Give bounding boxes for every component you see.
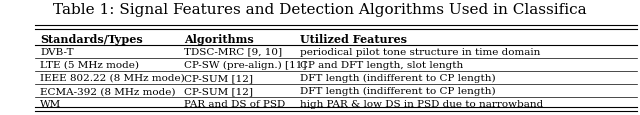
Text: Utilized Features: Utilized Features xyxy=(300,33,406,44)
Text: high PAR & low DS in PSD due to narrowband: high PAR & low DS in PSD due to narrowba… xyxy=(300,99,543,108)
Text: WM: WM xyxy=(40,99,61,108)
Text: TDSC-MRC [9, 10]: TDSC-MRC [9, 10] xyxy=(184,47,282,56)
Text: LTE (5 MHz mode): LTE (5 MHz mode) xyxy=(40,60,140,69)
Text: CP-SUM [12]: CP-SUM [12] xyxy=(184,73,253,82)
Text: Standards/Types: Standards/Types xyxy=(40,33,143,44)
Text: Algorithms: Algorithms xyxy=(184,33,254,44)
Text: IEEE 802.22 (8 MHz mode): IEEE 802.22 (8 MHz mode) xyxy=(40,73,185,82)
Text: CP-SW (pre-align.) [11]: CP-SW (pre-align.) [11] xyxy=(184,60,307,69)
Text: DFT length (indifferent to CP length): DFT length (indifferent to CP length) xyxy=(300,86,495,95)
Text: PAR and DS of PSD: PAR and DS of PSD xyxy=(184,99,285,108)
Text: DVB-T: DVB-T xyxy=(40,47,74,56)
Text: periodical pilot tone structure in time domain: periodical pilot tone structure in time … xyxy=(300,47,540,56)
Text: Table 1: Signal Features and Detection Algorithms Used in Classifica: Table 1: Signal Features and Detection A… xyxy=(53,3,587,17)
Text: ECMA-392 (8 MHz mode): ECMA-392 (8 MHz mode) xyxy=(40,86,176,95)
Text: DFT length (indifferent to CP length): DFT length (indifferent to CP length) xyxy=(300,73,495,82)
Text: CP and DFT length, slot length: CP and DFT length, slot length xyxy=(300,60,463,69)
Text: CP-SUM [12]: CP-SUM [12] xyxy=(184,86,253,95)
